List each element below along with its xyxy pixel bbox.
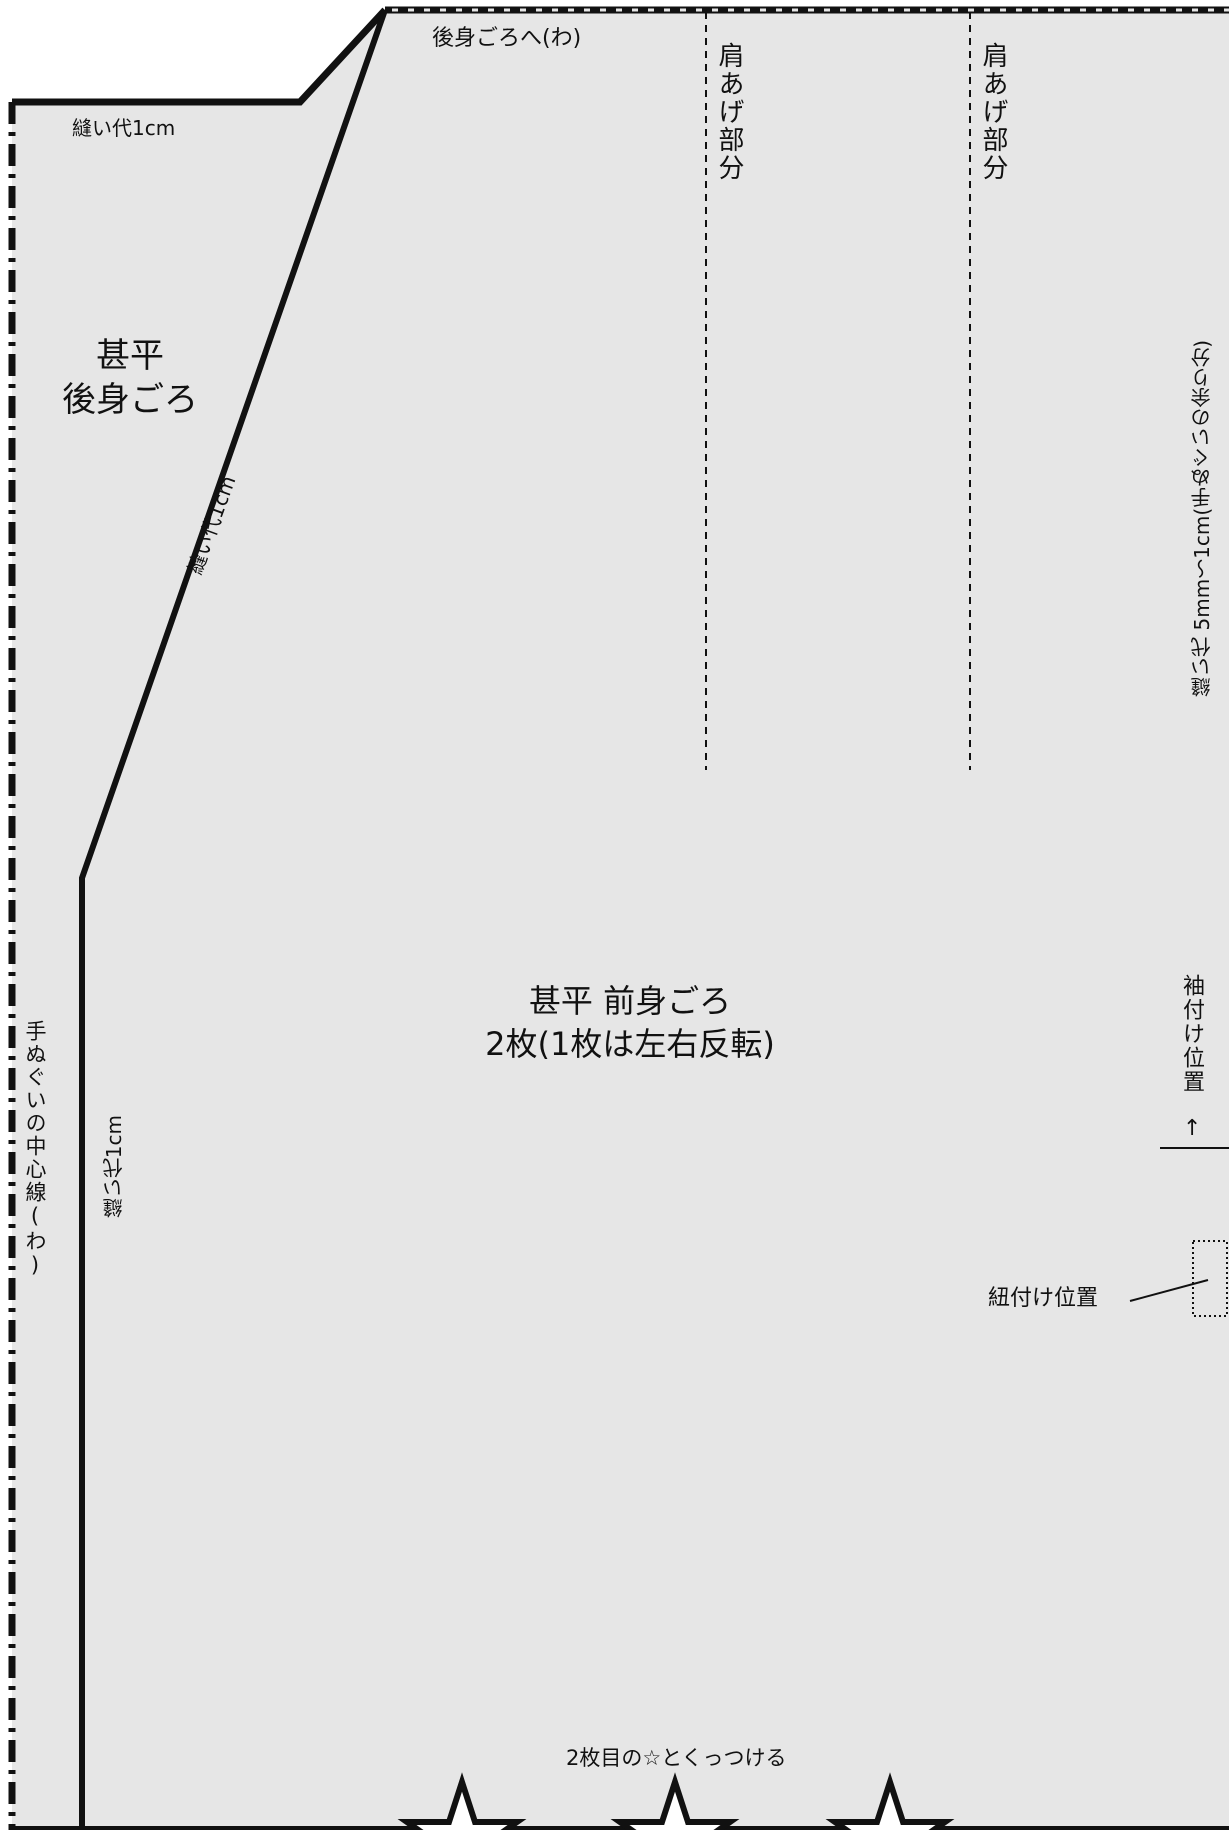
shoulder-tuck-label-2: 肩あげ部分 bbox=[978, 42, 1008, 182]
tie-position-leader bbox=[1129, 1279, 1209, 1302]
back-body-title-line2: 後身ごろ bbox=[62, 380, 198, 421]
pattern-fill bbox=[12, 10, 1229, 1830]
sleeve-arrow-icon: ↑ bbox=[1183, 1116, 1202, 1141]
star-mark-3 bbox=[825, 1772, 955, 1830]
star-mark-1 bbox=[397, 1772, 527, 1830]
star-marks bbox=[397, 1772, 955, 1830]
seam-allowance-top-label: 縫い代1cm bbox=[72, 116, 176, 140]
front-body-title-line2: 2枚(1枚は左右反転) bbox=[485, 1025, 775, 1064]
back-body-title-line1: 甚平 bbox=[96, 336, 164, 376]
tie-position-label: 紐付け位置 bbox=[988, 1286, 1099, 1311]
tie-position-box bbox=[1192, 1240, 1228, 1317]
center-line-label: 手ぬぐいの中心線(わ) bbox=[23, 1020, 47, 1279]
front-body-title-line1: 甚平 前身ごろ bbox=[528, 982, 732, 1020]
to-back-body-label: 後身ごろへ(わ) bbox=[432, 26, 582, 51]
back-body-title: 甚平 後身ごろ bbox=[40, 334, 220, 422]
seam-allowance-left-inner-label: 縫い代1cm bbox=[102, 1115, 126, 1219]
seam-allowance-right-label: 縫い代 5mm〜1cm(手ぬぐいの余り分) bbox=[1190, 340, 1214, 697]
cut-outline-top-left bbox=[12, 7, 388, 106]
star-mark-2 bbox=[610, 1772, 740, 1830]
sleeve-position-label: 袖付け位置 bbox=[1179, 974, 1204, 1094]
align-star-note: 2枚目の☆とくっつける bbox=[566, 1746, 787, 1770]
shoulder-tuck-label-1: 肩あげ部分 bbox=[714, 42, 744, 182]
front-body-title: 甚平 前身ごろ 2枚(1枚は左右反転) bbox=[420, 980, 840, 1066]
seam-line-diagonal bbox=[79, 9, 388, 1830]
